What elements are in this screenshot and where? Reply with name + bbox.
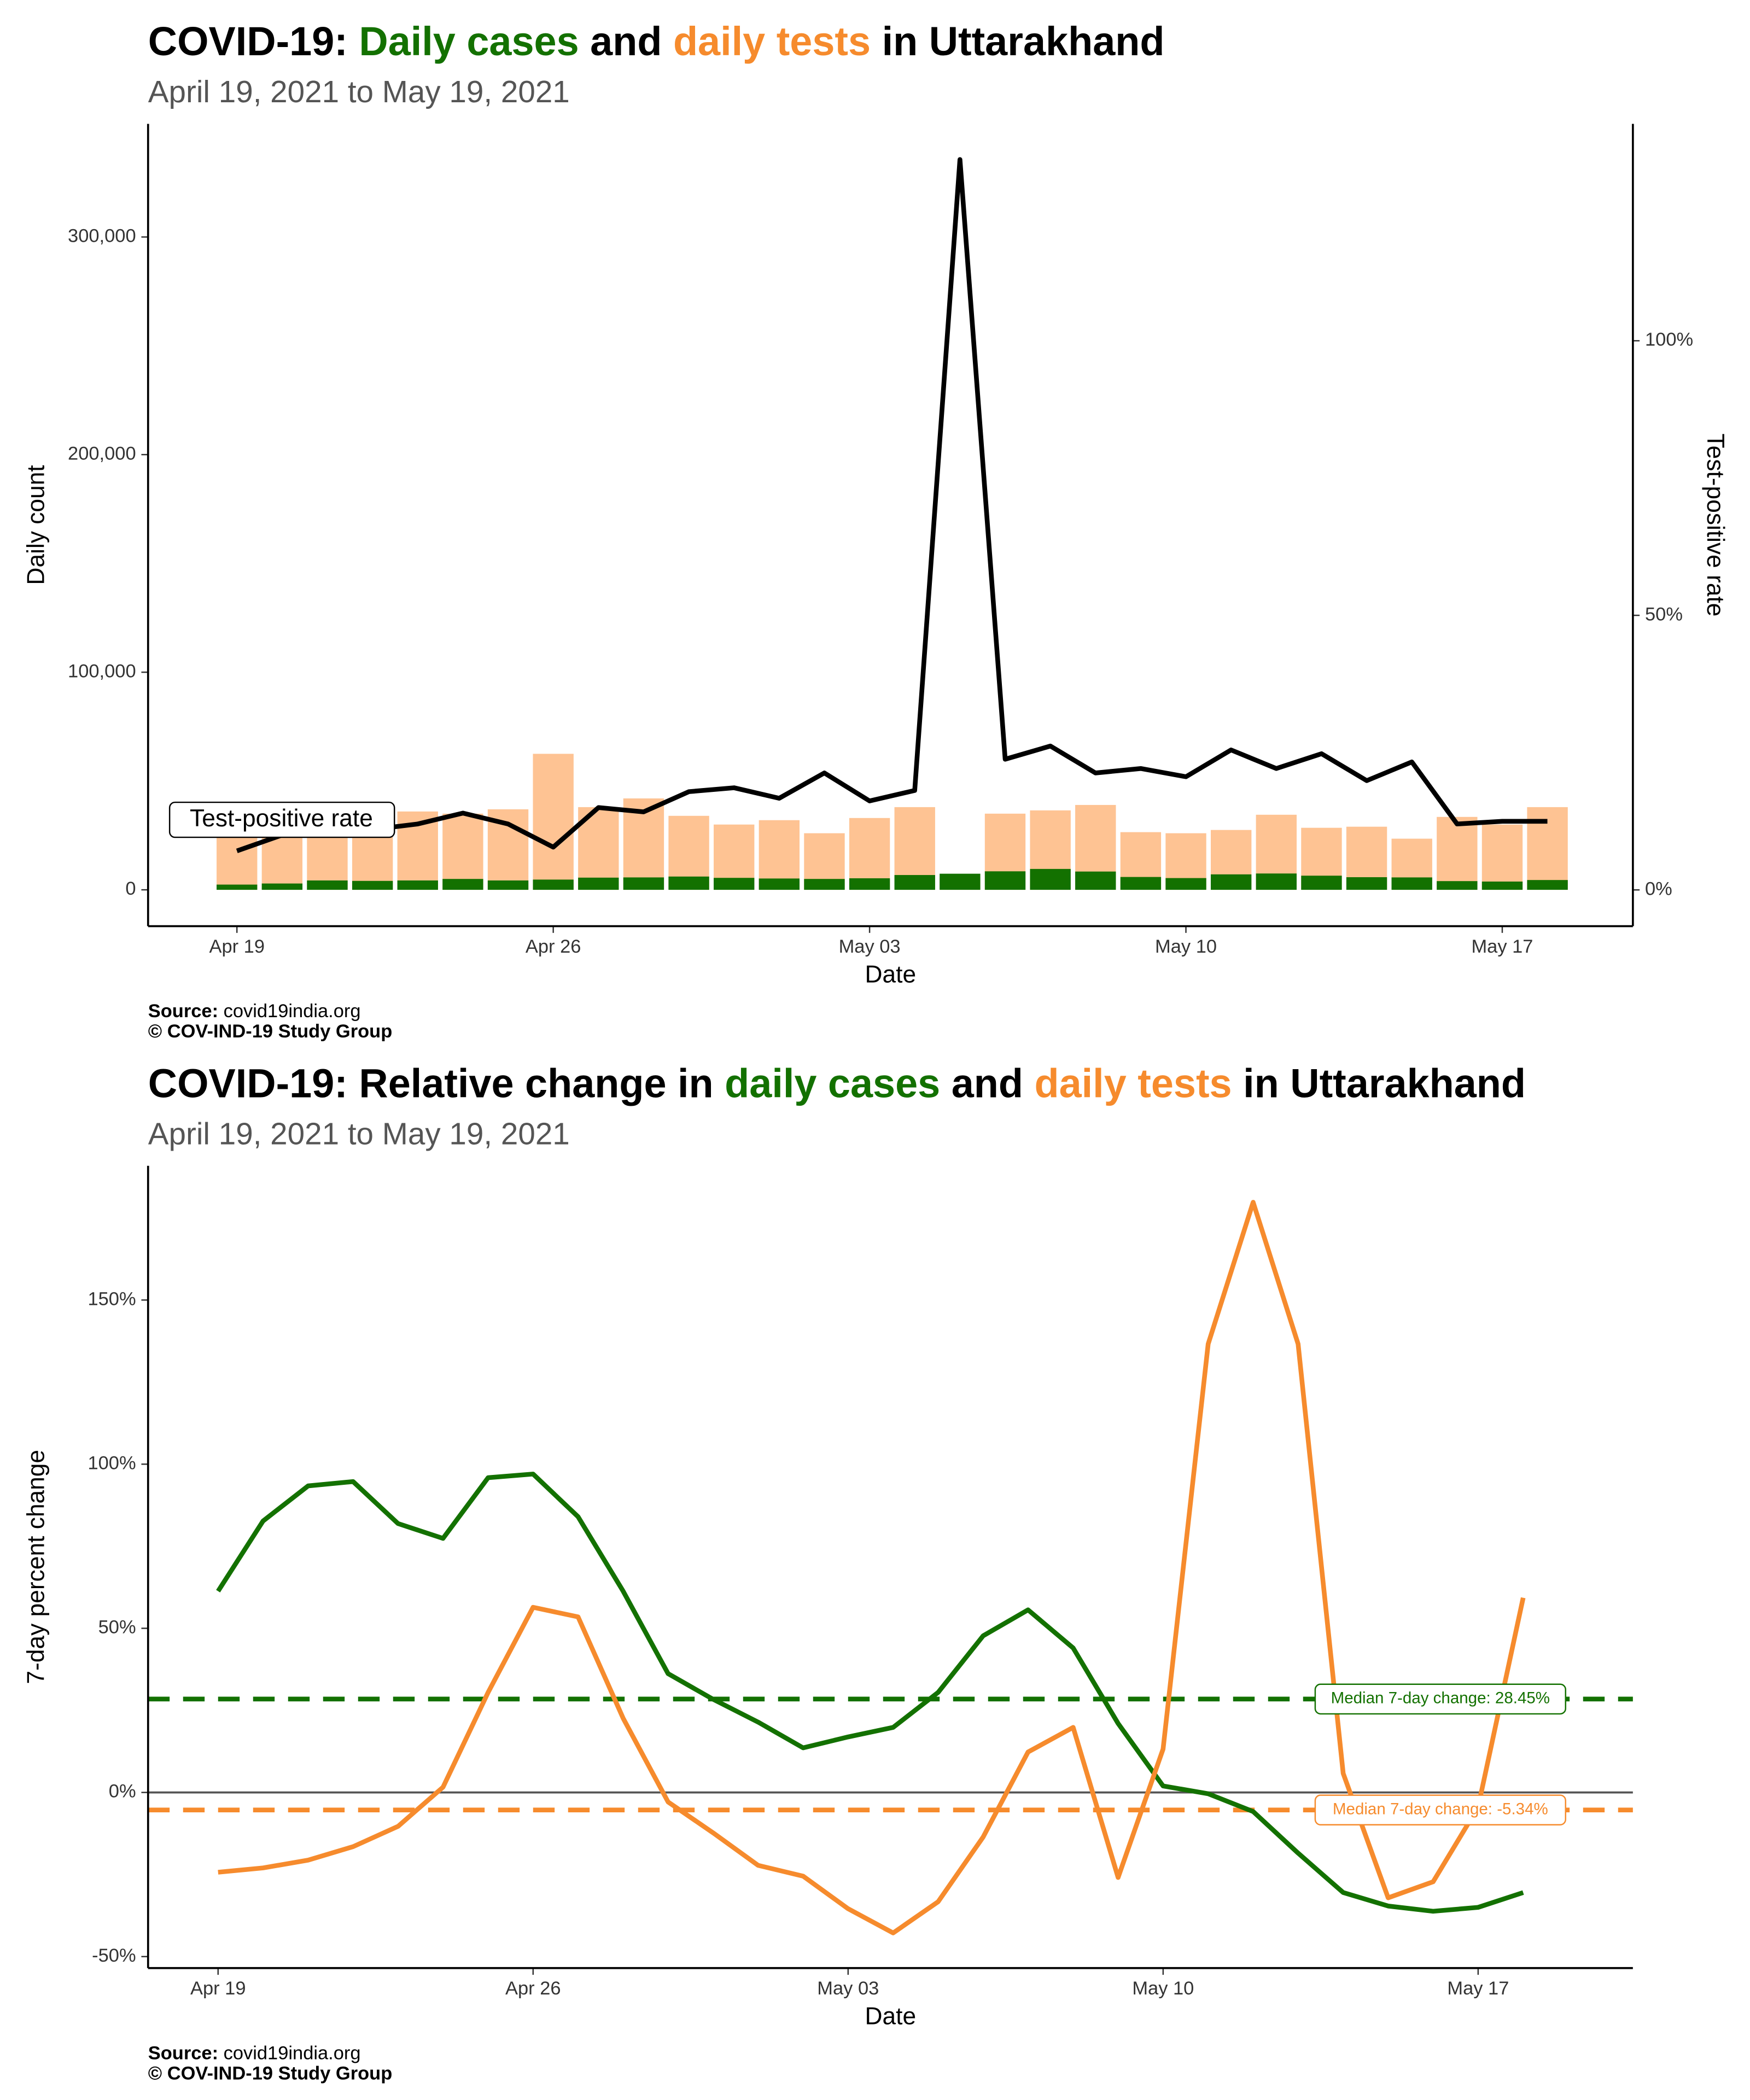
x-tick-label: Apr 26 <box>526 936 581 957</box>
y-tick-label: 100% <box>88 1452 136 1473</box>
bar <box>1527 880 1568 890</box>
median-label-box <box>1314 1683 1566 1715</box>
bar <box>759 878 800 890</box>
chart-subtitle: April 19, 2021 to May 19, 2021 <box>148 1116 570 1151</box>
x-tick-label: May 17 <box>1471 936 1533 957</box>
bar <box>487 880 529 890</box>
y2-axis-label: Test-positive rate <box>1702 434 1729 617</box>
x-tick-label: May 10 <box>1132 1978 1194 1999</box>
bar <box>1437 816 1478 890</box>
y-tick-label: 300,000 <box>68 225 136 246</box>
title-part: COVID-19: <box>148 19 359 64</box>
source: Source: covid19india.org <box>148 1001 361 1022</box>
bar <box>1256 873 1297 890</box>
bar <box>578 877 619 890</box>
x-tick-label: Apr 19 <box>190 1978 246 1999</box>
bar <box>1210 874 1252 890</box>
y-axis-label: 7-day percent change <box>23 1450 50 1684</box>
source-label: Source: <box>148 2043 218 2063</box>
line <box>236 157 1548 854</box>
source-value: covid19india.org <box>224 2043 361 2063</box>
bar <box>1481 824 1523 890</box>
bar <box>533 879 574 890</box>
y-tick-label: -50% <box>92 1945 136 1966</box>
source-value: covid19india.org <box>224 1001 361 1022</box>
x-tick-label: Apr 19 <box>209 936 265 957</box>
y-tick-label: 100,000 <box>68 661 136 681</box>
bar <box>442 813 483 890</box>
credit: © COV-IND-19 Study Group <box>148 1021 393 1042</box>
x-tick-label: May 17 <box>1447 1978 1509 1999</box>
title-part: and <box>940 1060 1034 1106</box>
line <box>216 1472 1524 1914</box>
title-part: Daily cases <box>359 19 579 64</box>
y-tick-label: 150% <box>88 1288 136 1309</box>
source: Source: covid19india.org <box>148 2043 361 2063</box>
y2-tick-label: 100% <box>1645 329 1693 350</box>
y2-tick-label: 0% <box>1645 878 1672 899</box>
bar <box>849 878 890 890</box>
bar <box>849 818 890 890</box>
x-tick-label: May 10 <box>1155 936 1217 957</box>
tpr-annotation: Test-positive rate <box>168 801 395 838</box>
bar <box>804 879 845 890</box>
x-tick-label: May 03 <box>839 936 901 957</box>
annotation-box <box>168 801 395 838</box>
bar <box>261 883 303 890</box>
source-gap <box>218 1001 224 1022</box>
y-axis-label: Daily count <box>23 465 50 585</box>
bar <box>307 880 348 890</box>
bar <box>1030 868 1071 890</box>
bar <box>894 875 935 890</box>
chart-subtitle: April 19, 2021 to May 19, 2021 <box>148 74 570 109</box>
bar <box>1075 871 1116 890</box>
line <box>218 1200 1526 1935</box>
chart-title: COVID-19: Relative change in daily cases… <box>148 1060 1526 1106</box>
source-label: Source: <box>148 1001 218 1022</box>
y-tick-label: 0% <box>109 1781 136 1802</box>
bar <box>442 879 483 890</box>
x-tick-label: Apr 26 <box>505 1978 561 1999</box>
median-label-box <box>1314 1794 1566 1825</box>
bar <box>940 873 981 890</box>
bar <box>759 820 800 890</box>
bar <box>1301 876 1342 890</box>
x-axis-label: Date <box>865 961 917 988</box>
title-part: daily tests <box>1035 1060 1232 1106</box>
bar <box>1481 881 1523 890</box>
bar <box>1437 881 1478 890</box>
median-label: Median 7-day change: 28.45% <box>1331 1689 1550 1707</box>
bar <box>623 877 664 890</box>
title-part: and <box>579 19 673 64</box>
bar <box>1120 877 1162 890</box>
title-part: daily cases <box>725 1060 940 1106</box>
bar <box>1165 878 1206 890</box>
y-tick-label: 200,000 <box>68 443 136 464</box>
title-part: daily tests <box>673 19 871 64</box>
title-part: COVID-19: Relative change in <box>148 1060 725 1106</box>
title-part: in Uttarakhand <box>871 19 1164 64</box>
y-tick-label: 50% <box>98 1617 136 1638</box>
bar <box>397 880 438 890</box>
bar <box>1346 877 1387 890</box>
x-axis-label: Date <box>865 2003 917 2030</box>
bar <box>668 876 709 890</box>
source-gap <box>218 2043 224 2063</box>
bar <box>217 884 258 890</box>
bar <box>1391 877 1432 890</box>
median-label: Median 7-day change: -5.34% <box>1333 1800 1548 1818</box>
chart-title: COVID-19: Daily cases and daily tests in… <box>148 19 1165 64</box>
bar <box>533 754 574 890</box>
title-part: in Uttarakhand <box>1232 1060 1526 1106</box>
bar <box>984 871 1026 890</box>
bar <box>352 880 393 890</box>
bar <box>714 878 755 890</box>
credit: © COV-IND-19 Study Group <box>148 2063 393 2084</box>
y2-tick-label: 50% <box>1645 604 1683 625</box>
y-tick-label: 0 <box>125 878 136 899</box>
annotation-text: Test-positive rate <box>190 805 373 832</box>
x-tick-label: May 03 <box>817 1978 879 1999</box>
